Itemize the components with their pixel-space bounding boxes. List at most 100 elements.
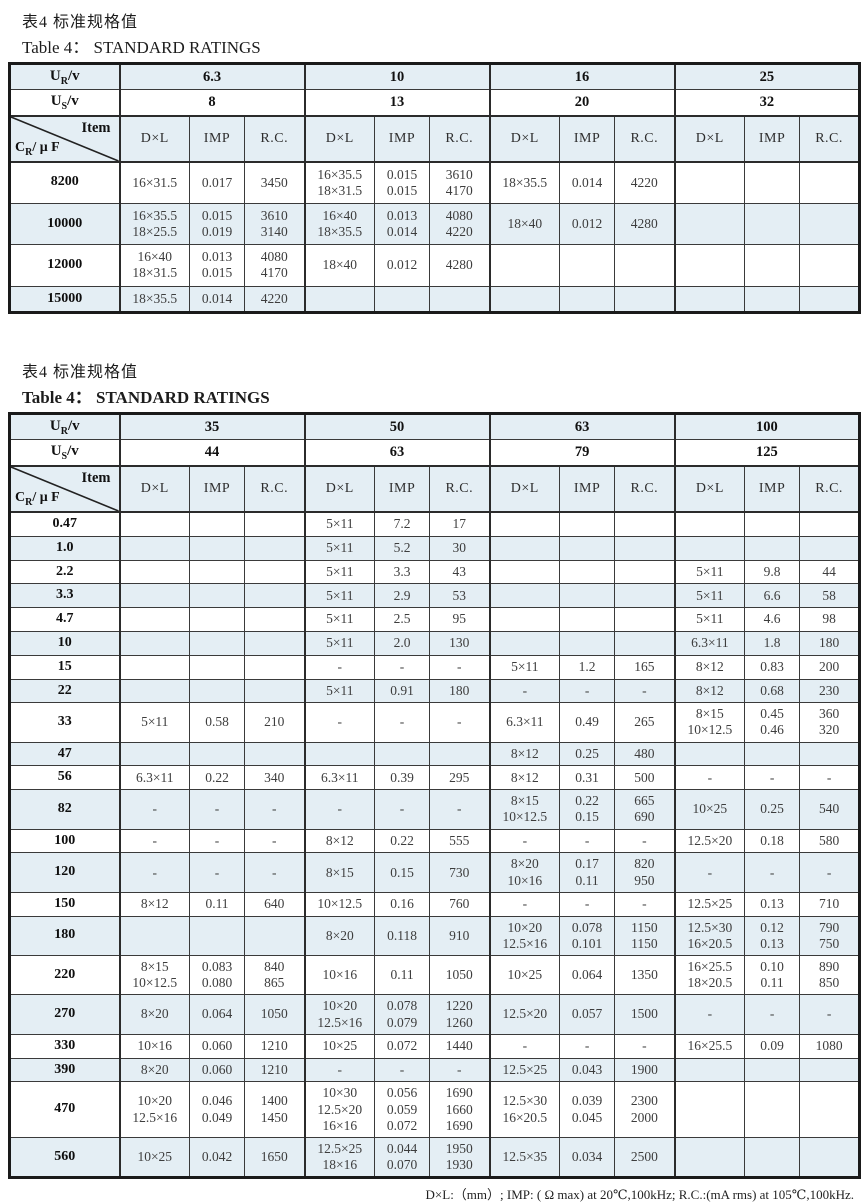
dxl-cell: 5×11 xyxy=(303,607,376,632)
rc-cell: 2300 2000 xyxy=(614,1081,676,1138)
rc-cell: 210 xyxy=(243,702,306,743)
us-value: 13 xyxy=(303,89,491,116)
dxl-cell: - xyxy=(488,828,561,854)
rc-cell xyxy=(799,202,861,246)
imp-cell: 0.013 0.015 xyxy=(189,244,245,287)
dxl-cell: 8×20 10×16 xyxy=(488,852,561,893)
capacitance-value: 56 xyxy=(9,765,120,791)
imp-cell: 2.9 xyxy=(374,583,431,609)
imp-cell: 0.072 xyxy=(374,1033,431,1059)
rated-voltage-row: UR/v 35 50 63 100 xyxy=(9,413,861,441)
rc-cell: 230 xyxy=(799,678,861,704)
item-header-label: Item xyxy=(81,119,111,136)
imp-cell: 0.057 xyxy=(559,994,616,1035)
rc-cell xyxy=(799,1136,861,1179)
imp-cell xyxy=(374,741,431,767)
us-value: 20 xyxy=(488,89,676,116)
dxl-cell: 6.3×11 xyxy=(673,630,746,656)
imp-cell: 0.09 xyxy=(744,1033,801,1059)
imp-cell: - xyxy=(559,828,616,854)
rc-cell: - xyxy=(429,1057,491,1083)
imp-cell: 0.015 0.019 xyxy=(189,202,245,246)
dxl-cell xyxy=(488,583,561,609)
imp-cell xyxy=(559,244,616,287)
dxl-cell: 10×20 12.5×16 xyxy=(303,994,376,1035)
table-row: 390 8×20 0.060 1210- - -12.5×25 0.043 1900 xyxy=(9,1057,861,1083)
rc-cell xyxy=(799,741,861,767)
dxl-cell: 18×35.5 xyxy=(488,161,561,204)
diagonal-line xyxy=(11,117,119,161)
rated-voltage-row: UR/v 6.3 10 16 25 xyxy=(9,63,861,90)
imp-cell xyxy=(744,1057,801,1083)
rc-column-header: R.C. xyxy=(429,464,491,513)
table-row: 47 8×12 0.25 480 xyxy=(9,741,861,767)
imp-cell xyxy=(189,559,245,585)
dxl-cell xyxy=(673,511,746,537)
dxl-column-header: D×L xyxy=(673,464,746,513)
imp-cell xyxy=(744,511,801,537)
rc-cell: - xyxy=(429,702,491,743)
dxl-cell: 16×25.5 18×20.5 xyxy=(673,954,746,996)
dxl-cell: 12.5×30 16×20.5 xyxy=(488,1081,561,1138)
rc-cell: 2500 xyxy=(614,1136,676,1179)
ur-value: 16 xyxy=(488,63,676,90)
table-row: 180 8×20 0.118 910 10×20 12.5×16 0.078 0.101 1… xyxy=(9,915,861,956)
dxl-cell: - xyxy=(303,789,376,830)
column-header-row: Item CR/ μ F D×L IMP R.C. D×L IMP R.C. D… xyxy=(9,464,861,513)
table-title-text: STANDARD RATINGS xyxy=(93,38,261,57)
table-row: 56 6.3×11 0.22 340 6.3×11 0.39 295 8×12 0.31 500-… xyxy=(9,765,861,791)
dxl-cell: 16×25.5 xyxy=(673,1033,746,1059)
rc-cell: 130 xyxy=(429,630,491,656)
rc-cell xyxy=(428,285,491,314)
table-row: 470 10×20 12.5×16 0.046 0.049 1400 1450 10×3… xyxy=(9,1081,861,1138)
rc-cell: 44 xyxy=(799,559,861,585)
rc-cell xyxy=(614,285,676,314)
imp-cell: 0.31 xyxy=(559,765,616,791)
dxl-cell: 5×11 xyxy=(673,607,746,632)
dxl-cell xyxy=(118,583,190,609)
dxl-cell xyxy=(118,511,190,537)
dxl-cell: 16×40 18×31.5 xyxy=(118,244,190,287)
rc-cell: - xyxy=(243,789,306,830)
rc-cell: - xyxy=(243,852,306,893)
rc-cell xyxy=(799,285,861,314)
dxl-cell: 10×30 12.5×20 16×16 xyxy=(303,1081,376,1138)
ur-value: 100 xyxy=(673,413,861,441)
rc-cell xyxy=(243,559,306,585)
dxl-cell: 12.5×30 16×20.5 xyxy=(673,915,746,956)
dxl-cell: 10×25 xyxy=(673,789,746,830)
section-spacer xyxy=(8,314,858,354)
dxl-cell: - xyxy=(303,702,376,743)
imp-cell: 0.014 xyxy=(559,161,616,204)
table-row: 2.2 5×11 3.3 43 5×11 9.8 44 xyxy=(9,559,861,585)
surge-voltage-row: US/v 44 63 79 125 xyxy=(9,439,861,467)
imp-cell: 9.8 xyxy=(744,559,801,585)
imp-cell: 0.042 xyxy=(189,1136,245,1179)
imp-column-header: IMP xyxy=(374,464,431,513)
rc-cell: 180 xyxy=(799,630,861,656)
imp-cell xyxy=(559,285,616,314)
dxl-cell: - xyxy=(673,994,746,1035)
dxl-cell: 5×11 xyxy=(303,583,376,609)
capacitance-value: 180 xyxy=(9,915,120,956)
capacitance-value: 22 xyxy=(9,678,120,704)
dxl-cell: 8×12 xyxy=(303,828,376,854)
rc-cell: 910 xyxy=(429,915,491,956)
standard-ratings-table-2: UR/v 35 50 63 100 US/v 44 63 79 125 It xyxy=(8,412,862,1180)
imp-cell: 0.13 xyxy=(744,891,801,917)
imp-cell: 0.078 0.079 xyxy=(374,994,431,1035)
dxl-column-header: D×L xyxy=(488,464,561,513)
ratings-section-2: 表4 标准规格值 Table 4： STANDARD RATINGS UR/v … xyxy=(8,358,862,1180)
imp-cell xyxy=(559,607,616,632)
capacitance-value: 8200 xyxy=(9,161,120,204)
imp-cell: 4.6 xyxy=(744,607,801,632)
capacitance-value: 10 xyxy=(9,630,120,656)
dxl-cell: 10×16 xyxy=(118,1033,190,1059)
rc-cell xyxy=(243,915,306,956)
table-row: 22 5×11 0.91 180- - -8×12 0.68 230 xyxy=(9,678,861,704)
rc-cell: - xyxy=(614,1033,676,1059)
imp-cell: 0.45 0.46 xyxy=(744,702,801,743)
rc-cell: 1210 xyxy=(243,1057,306,1083)
table-row: 15000 18×35.5 0.014 4220 xyxy=(9,285,861,314)
